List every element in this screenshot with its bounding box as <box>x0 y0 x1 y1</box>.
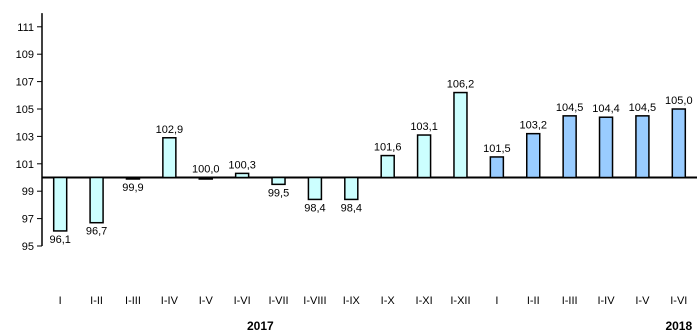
bar <box>489 156 505 179</box>
x-tick-label: I-VI <box>234 295 251 307</box>
x-tick-label: I-IX <box>343 295 361 307</box>
x-tick-label: I-XI <box>416 295 433 307</box>
data-label: 104,4 <box>592 103 620 115</box>
y-tick-label: 97 <box>22 214 34 226</box>
bar <box>635 115 650 179</box>
bar <box>307 176 323 201</box>
bar <box>271 176 286 186</box>
data-label: 104,5 <box>556 102 584 114</box>
data-label: 100,3 <box>228 159 256 171</box>
x-tick-label: I-X <box>381 295 396 307</box>
bar <box>380 154 395 179</box>
bar <box>453 91 468 179</box>
x-tick-label: I-II <box>527 295 540 307</box>
y-tick-label: 101 <box>16 159 34 171</box>
x-tick-label: I-VII <box>268 295 288 307</box>
data-label: 100,0 <box>192 164 220 176</box>
year-label: 2018 <box>665 319 692 333</box>
bar <box>562 115 577 179</box>
year-labels: 2017 2018 <box>247 319 692 333</box>
x-tick-label: I-II <box>90 295 103 307</box>
y-tick-label: 99 <box>22 186 34 198</box>
x-tick-label: I-VI <box>670 295 687 307</box>
bar <box>162 137 177 179</box>
data-label: 96,7 <box>86 226 107 238</box>
x-tick-label: I-XII <box>450 295 470 307</box>
x-tick-label: I-VIII <box>303 295 326 307</box>
y-tick-label: 95 <box>22 241 34 253</box>
y-tick-label: 109 <box>16 49 34 61</box>
bar <box>198 176 213 180</box>
bar <box>52 176 68 232</box>
data-label: 98,4 <box>341 202 362 214</box>
bar <box>416 134 432 179</box>
x-tick-label: I <box>495 295 498 307</box>
x-tick-label: I-IV <box>597 295 615 307</box>
data-label: 99,9 <box>122 182 143 194</box>
data-label: 105,0 <box>665 95 693 107</box>
data-label: 98,4 <box>304 202 325 214</box>
data-labels: 96,1 96,7 99,9 102,9 100,0 100,3 99,5 98,4 98,4 1… <box>49 79 692 246</box>
x-tick-label: I-V <box>199 295 214 307</box>
data-label: 102,9 <box>156 124 184 136</box>
bar <box>526 132 541 179</box>
year-label: 2017 <box>247 319 274 333</box>
axes: 95 97 99 101 103 105 107 109 111 <box>16 13 697 253</box>
bar <box>598 116 614 179</box>
y-tick-label: 107 <box>16 77 34 89</box>
bars <box>52 91 687 232</box>
y-tick-label: 103 <box>16 131 34 143</box>
x-tick-label: I-III <box>562 295 578 307</box>
bar <box>234 172 250 179</box>
data-label: 96,1 <box>49 234 70 246</box>
y-tick-label: 111 <box>17 22 34 34</box>
x-tick-label: I-V <box>635 295 650 307</box>
x-tick-label: I <box>59 295 62 307</box>
data-label: 101,5 <box>483 143 511 155</box>
data-label: 103,1 <box>410 121 438 133</box>
data-label: 101,6 <box>374 142 402 154</box>
x-tick-label: I-IV <box>161 295 179 307</box>
data-label: 106,2 <box>447 79 475 91</box>
bar <box>89 176 104 224</box>
data-label: 104,5 <box>629 102 657 114</box>
x-tick-labels: I I-II I-III I-IV I-V I-VI I-VII I-VIII I-IX I-X I… <box>59 295 688 307</box>
x-tick-label: I-III <box>125 295 141 307</box>
bar <box>125 176 141 180</box>
data-label: 103,2 <box>519 120 547 132</box>
y-tick-label: 105 <box>16 104 34 116</box>
data-label: 99,5 <box>268 187 289 199</box>
bar <box>344 176 359 201</box>
bar <box>671 108 687 179</box>
